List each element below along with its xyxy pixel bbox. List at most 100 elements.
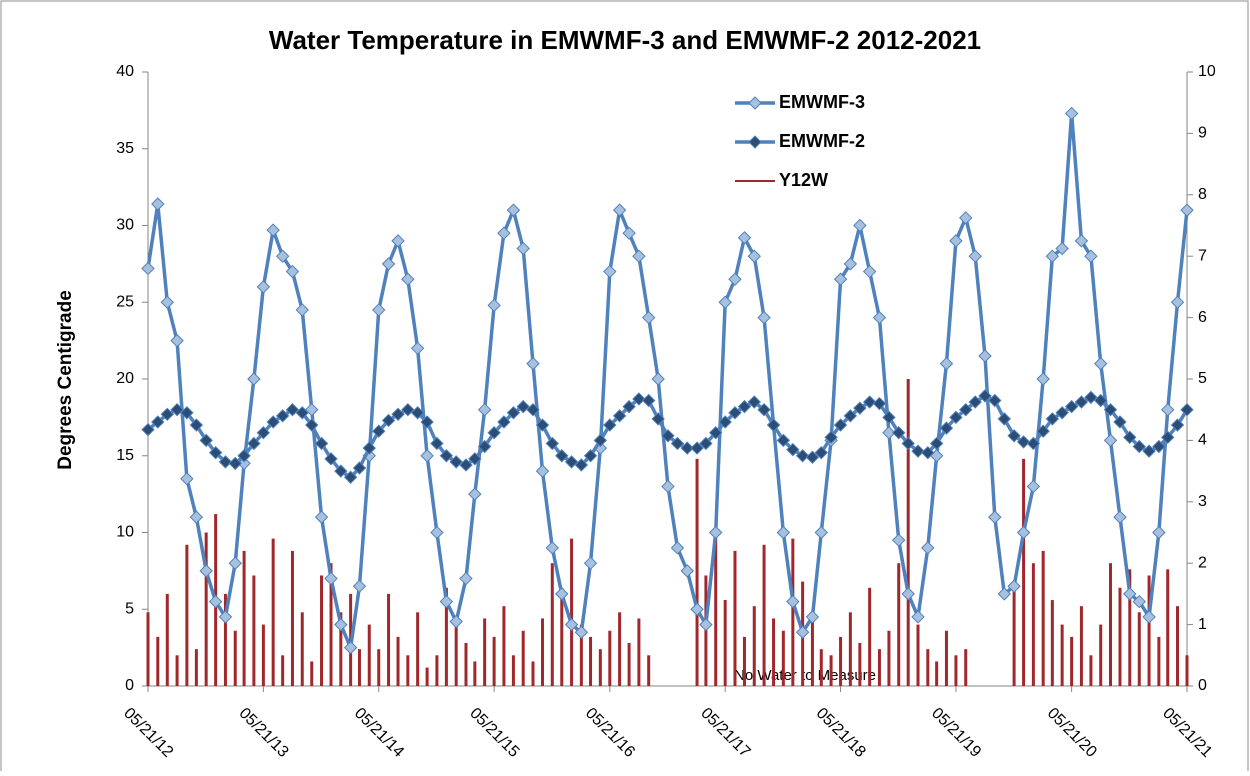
bar <box>367 624 371 686</box>
bar <box>1070 636 1074 686</box>
marker <box>872 396 887 411</box>
bar <box>877 649 881 686</box>
marker <box>1026 479 1041 494</box>
bar <box>444 587 448 686</box>
marker <box>535 418 550 432</box>
bar <box>492 636 496 686</box>
marker <box>343 470 358 484</box>
marker <box>862 264 877 279</box>
marker <box>295 406 309 420</box>
marker <box>506 203 521 217</box>
marker <box>988 510 1002 524</box>
bar <box>511 655 515 686</box>
y-tick-label: 40 <box>116 63 134 80</box>
marker <box>1026 436 1041 451</box>
marker <box>786 442 800 457</box>
marker <box>459 458 473 472</box>
marker <box>1161 430 1175 445</box>
marker <box>728 406 742 420</box>
marker <box>362 441 376 455</box>
marker <box>420 415 434 429</box>
marker <box>1132 594 1146 609</box>
bar <box>435 655 439 686</box>
marker <box>708 426 723 440</box>
marker <box>410 341 425 356</box>
marker <box>805 450 820 464</box>
marker <box>1103 433 1118 448</box>
marker <box>228 456 242 471</box>
bar <box>377 649 381 686</box>
marker <box>929 436 944 451</box>
y2-tick-label: 2 <box>1198 554 1207 571</box>
bar <box>839 636 843 686</box>
marker <box>334 617 348 632</box>
marker <box>757 310 771 325</box>
marker <box>516 241 530 256</box>
bar <box>242 550 246 686</box>
marker <box>680 441 694 455</box>
bar <box>1166 569 1170 686</box>
marker <box>747 395 761 409</box>
marker <box>266 223 280 237</box>
marker <box>324 571 338 586</box>
y2-tick-label: 7 <box>1198 247 1207 264</box>
y-tick-label: 30 <box>116 217 134 234</box>
marker <box>978 389 992 403</box>
marker <box>256 280 271 294</box>
bar <box>339 612 343 686</box>
marker <box>949 234 963 248</box>
marker <box>1016 435 1031 449</box>
marker <box>939 356 954 371</box>
bar <box>194 649 198 686</box>
marker <box>1093 393 1108 408</box>
marker <box>612 203 627 217</box>
marker <box>1132 439 1146 454</box>
marker <box>853 401 867 415</box>
marker <box>372 424 386 438</box>
y2-tick-label: 5 <box>1198 370 1207 387</box>
y2-tick-label: 4 <box>1198 432 1207 449</box>
bar <box>290 550 294 686</box>
marker <box>497 226 511 240</box>
bar <box>396 636 400 686</box>
bar <box>1031 563 1035 686</box>
bar <box>406 655 410 686</box>
marker <box>208 445 223 460</box>
bar <box>1109 563 1113 686</box>
bar <box>1185 655 1189 686</box>
marker <box>583 449 598 463</box>
marker <box>487 426 501 440</box>
bar <box>540 618 544 686</box>
marker <box>1123 430 1137 445</box>
marker <box>612 409 627 423</box>
marker <box>872 310 887 325</box>
bar <box>897 563 901 686</box>
bar <box>695 458 699 686</box>
marker <box>843 257 858 271</box>
marker <box>141 261 155 276</box>
marker <box>1045 412 1060 426</box>
marker <box>420 449 434 463</box>
marker <box>208 594 223 609</box>
marker <box>459 571 473 586</box>
bar <box>618 612 622 686</box>
bar <box>233 630 237 686</box>
marker <box>1113 510 1127 524</box>
bar <box>387 593 391 686</box>
marker <box>324 452 338 466</box>
marker <box>901 587 915 601</box>
marker <box>526 402 540 417</box>
bar <box>271 538 275 686</box>
marker <box>410 406 425 420</box>
marker <box>968 249 982 263</box>
marker <box>180 472 194 486</box>
marker <box>247 372 261 386</box>
marker <box>766 418 781 432</box>
marker <box>430 525 444 540</box>
marker <box>1074 234 1089 248</box>
bar <box>531 661 535 686</box>
y-tick-label: 15 <box>116 447 134 464</box>
bar <box>223 593 227 686</box>
